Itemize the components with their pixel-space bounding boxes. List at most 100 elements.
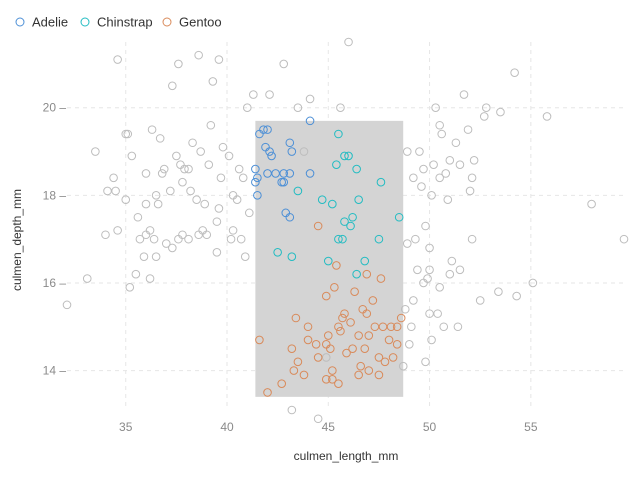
- point-gentoo: [277, 379, 286, 389]
- point-unselected: [433, 309, 442, 318]
- point-gentoo: [346, 318, 355, 327]
- point-unselected: [200, 199, 210, 209]
- point-gentoo: [334, 379, 343, 389]
- point-unselected: [121, 129, 131, 139]
- point-gentoo: [321, 291, 331, 301]
- point-unselected: [204, 160, 214, 169]
- point-gentoo: [378, 322, 388, 332]
- point-unselected: [103, 186, 112, 196]
- point-adelie: [279, 177, 289, 187]
- point-gentoo: [392, 322, 402, 332]
- point-adelie: [305, 169, 315, 178]
- legend-item-chinstrap[interactable]: Chinstrap: [80, 15, 153, 30]
- point-unselected: [400, 304, 410, 314]
- legend-label-gentoo: Gentoo: [179, 15, 222, 30]
- point-chinstrap: [338, 234, 347, 244]
- point-unselected: [619, 234, 629, 244]
- point-gentoo: [364, 331, 374, 340]
- point-gentoo: [388, 353, 398, 362]
- point-unselected: [224, 151, 234, 161]
- x-axis-title: culmen_length_mm: [294, 449, 399, 463]
- point-unselected: [184, 234, 193, 244]
- point-unselected: [441, 169, 451, 178]
- data-points: [62, 37, 629, 424]
- point-chinstrap: [376, 177, 386, 187]
- brush-selection[interactable]: [255, 120, 404, 397]
- point-unselected: [467, 234, 477, 244]
- point-unselected: [542, 112, 552, 121]
- point-gentoo: [303, 322, 313, 332]
- point-unselected: [435, 173, 444, 183]
- point-unselected: [445, 155, 455, 165]
- legend-marker-adelie: [15, 17, 25, 27]
- point-chinstrap: [287, 252, 297, 261]
- point-unselected: [188, 138, 197, 148]
- point-unselected: [111, 186, 120, 196]
- point-unselected: [447, 256, 457, 266]
- point-unselected: [194, 230, 203, 240]
- y-tick-label: 20 –: [43, 101, 67, 115]
- point-unselected: [212, 217, 222, 226]
- point-adelie: [263, 125, 272, 134]
- point-unselected: [131, 269, 141, 279]
- point-unselected: [427, 191, 436, 200]
- point-gentoo: [360, 344, 370, 353]
- point-chinstrap: [352, 269, 361, 279]
- point-unselected: [186, 186, 195, 196]
- point-gentoo: [321, 339, 331, 349]
- point-unselected: [419, 278, 428, 288]
- y-axis-ticks: 14 – 16 – 18 – 20 –: [43, 101, 67, 378]
- point-gentoo: [323, 331, 333, 340]
- point-unselected: [147, 125, 157, 134]
- point-unselected: [202, 230, 212, 240]
- point-unselected: [145, 226, 155, 235]
- point-unselected: [496, 107, 505, 117]
- legend-item-gentoo[interactable]: Gentoo: [162, 15, 222, 30]
- point-unselected: [149, 234, 159, 244]
- point-unselected: [113, 55, 122, 64]
- point-unselected: [168, 81, 177, 91]
- point-unselected: [141, 230, 151, 240]
- point-unselected: [127, 151, 137, 161]
- point-unselected: [463, 125, 473, 134]
- point-chinstrap: [334, 129, 343, 139]
- point-adelie: [259, 125, 268, 134]
- point-gentoo: [386, 322, 396, 332]
- point-gentoo: [313, 221, 323, 231]
- point-chinstrap: [340, 217, 349, 226]
- point-chinstrap: [334, 234, 343, 244]
- point-unselected: [336, 103, 345, 113]
- point-chinstrap: [360, 256, 370, 266]
- point-unselected: [228, 226, 238, 235]
- legend-item-adelie[interactable]: Adelie: [15, 15, 68, 30]
- point-unselected: [151, 252, 161, 261]
- point-unselected: [425, 309, 434, 318]
- point-unselected: [168, 243, 177, 253]
- point-adelie: [287, 147, 297, 156]
- point-unselected: [216, 173, 226, 183]
- point-adelie: [263, 169, 272, 178]
- point-unselected: [439, 322, 449, 332]
- point-unselected: [287, 405, 297, 415]
- point-unselected: [431, 103, 440, 113]
- point-gentoo: [354, 331, 363, 340]
- point-gentoo: [354, 370, 363, 380]
- point-gentoo: [338, 313, 347, 323]
- point-unselected: [425, 243, 434, 253]
- point-unselected: [415, 147, 424, 156]
- point-unselected: [435, 120, 444, 130]
- point-unselected: [528, 278, 538, 288]
- point-unselected: [121, 195, 131, 205]
- point-unselected: [214, 204, 224, 213]
- point-unselected: [62, 300, 72, 310]
- point-gentoo: [287, 344, 297, 353]
- point-gentoo: [374, 353, 384, 362]
- point-unselected: [174, 234, 183, 244]
- y-tick-label: 14 –: [43, 364, 67, 378]
- point-unselected: [141, 169, 151, 178]
- x-tick-label: 35: [119, 420, 133, 434]
- point-gentoo: [392, 339, 402, 349]
- point-adelie: [271, 169, 280, 178]
- point-unselected: [214, 55, 224, 64]
- legend-label-adelie: Adelie: [32, 15, 68, 30]
